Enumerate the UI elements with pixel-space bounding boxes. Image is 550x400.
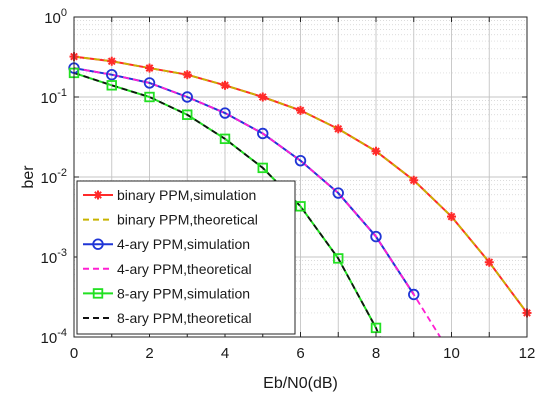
legend-label: 4-ary PPM,simulation [117, 236, 250, 252]
data-point-8-ary-ppm-simulation [106, 80, 117, 91]
y-tick-label: 100 [44, 7, 67, 27]
data-point-8-ary-ppm-simulation [144, 91, 155, 103]
data-point-binary-ppm-simulation [409, 175, 419, 185]
data-point-4-ary-ppm-simulation [143, 77, 156, 89]
series-line-4-ary-ppm-simulation [74, 67, 415, 296]
data-point-binary-ppm-simulation [107, 56, 117, 66]
data-point-4-ary-ppm-simulation [106, 68, 118, 81]
y-tick-label: 10-4 [41, 327, 67, 347]
data-point-8-ary-ppm-simulation [295, 201, 306, 212]
legend-item-binary-ppm-simulation: binary PPM,simulation [83, 187, 256, 203]
x-tick-label: 8 [372, 345, 380, 362]
x-tick-label: 0 [70, 345, 78, 362]
legend-label: 8-ary PPM,theoretical [117, 310, 252, 326]
y-axis-label: ber [20, 165, 37, 189]
legend-marker [93, 190, 103, 200]
y-tick-label: 10-3 [41, 247, 67, 267]
legend-label: binary PPM,theoretical [117, 212, 258, 228]
x-tick-label: 6 [296, 345, 304, 362]
legend-marker [92, 288, 104, 299]
legend-item-8-ary-ppm-theoretical: 8-ary PPM,theoretical [83, 310, 252, 326]
legend-box [76, 180, 296, 335]
data-point-binary-ppm-simulation [182, 70, 192, 80]
legend-label: 4-ary PPM,theoretical [117, 261, 252, 277]
data-point-binary-ppm-simulation [333, 124, 343, 134]
data-point-binary-ppm-simulation [220, 80, 230, 90]
x-axis-label: Eb/N0(dB) [263, 375, 338, 392]
data-point-8-ary-ppm-simulation [219, 133, 231, 145]
data-point-4-ary-ppm-simulation [257, 127, 269, 140]
data-point-binary-ppm-simulation [484, 257, 494, 267]
series-line-8-ary-ppm-theoretical [74, 72, 381, 337]
legend-item-binary-ppm-theoretical: binary PPM,theoretical [83, 212, 258, 228]
data-point-8-ary-ppm-simulation [182, 109, 193, 120]
x-tick-label: 12 [519, 345, 536, 362]
legend-marker [92, 238, 104, 250]
data-point-binary-ppm-simulation [258, 92, 268, 102]
data-point-8-ary-ppm-simulation [333, 253, 344, 264]
data-point-binary-ppm-simulation [447, 212, 456, 222]
series-line-4-ary-ppm-theoretical [74, 67, 441, 337]
data-point-4-ary-ppm-simulation [219, 107, 231, 119]
y-tick-label: 10-1 [41, 87, 67, 107]
legend-label: binary PPM,simulation [117, 187, 256, 203]
marker-layer [68, 52, 532, 334]
data-point-binary-ppm-simulation [296, 105, 305, 115]
data-point-4-ary-ppm-simulation [370, 230, 382, 243]
data-point-binary-ppm-simulation [145, 63, 154, 73]
data-point-8-ary-ppm-simulation [257, 162, 268, 174]
x-tick-label: 2 [145, 345, 153, 362]
x-tick-label: 10 [443, 345, 460, 362]
data-point-4-ary-ppm-simulation [294, 154, 307, 167]
data-point-4-ary-ppm-simulation [408, 288, 420, 301]
legend-item-4-ary-ppm-simulation: 4-ary PPM,simulation [83, 236, 250, 252]
ticks: 0 2 4 6 8 10 12 100 10-1 10-2 10-3 10-4 [41, 7, 536, 362]
y-tick-label: 10-2 [41, 167, 67, 187]
legend: binary PPM,simulation binary PPM,theoreti… [76, 180, 296, 335]
data-point-4-ary-ppm-simulation [332, 187, 344, 199]
legend-item-4-ary-ppm-theoretical: 4-ary PPM,theoretical [83, 261, 252, 277]
data-point-4-ary-ppm-simulation [181, 91, 193, 103]
legend-item-8-ary-ppm-simulation: 8-ary PPM,simulation [83, 285, 250, 301]
x-tick-label: 4 [221, 345, 229, 362]
legend-label: 8-ary PPM,simulation [117, 285, 250, 301]
data-point-binary-ppm-simulation [371, 146, 381, 156]
